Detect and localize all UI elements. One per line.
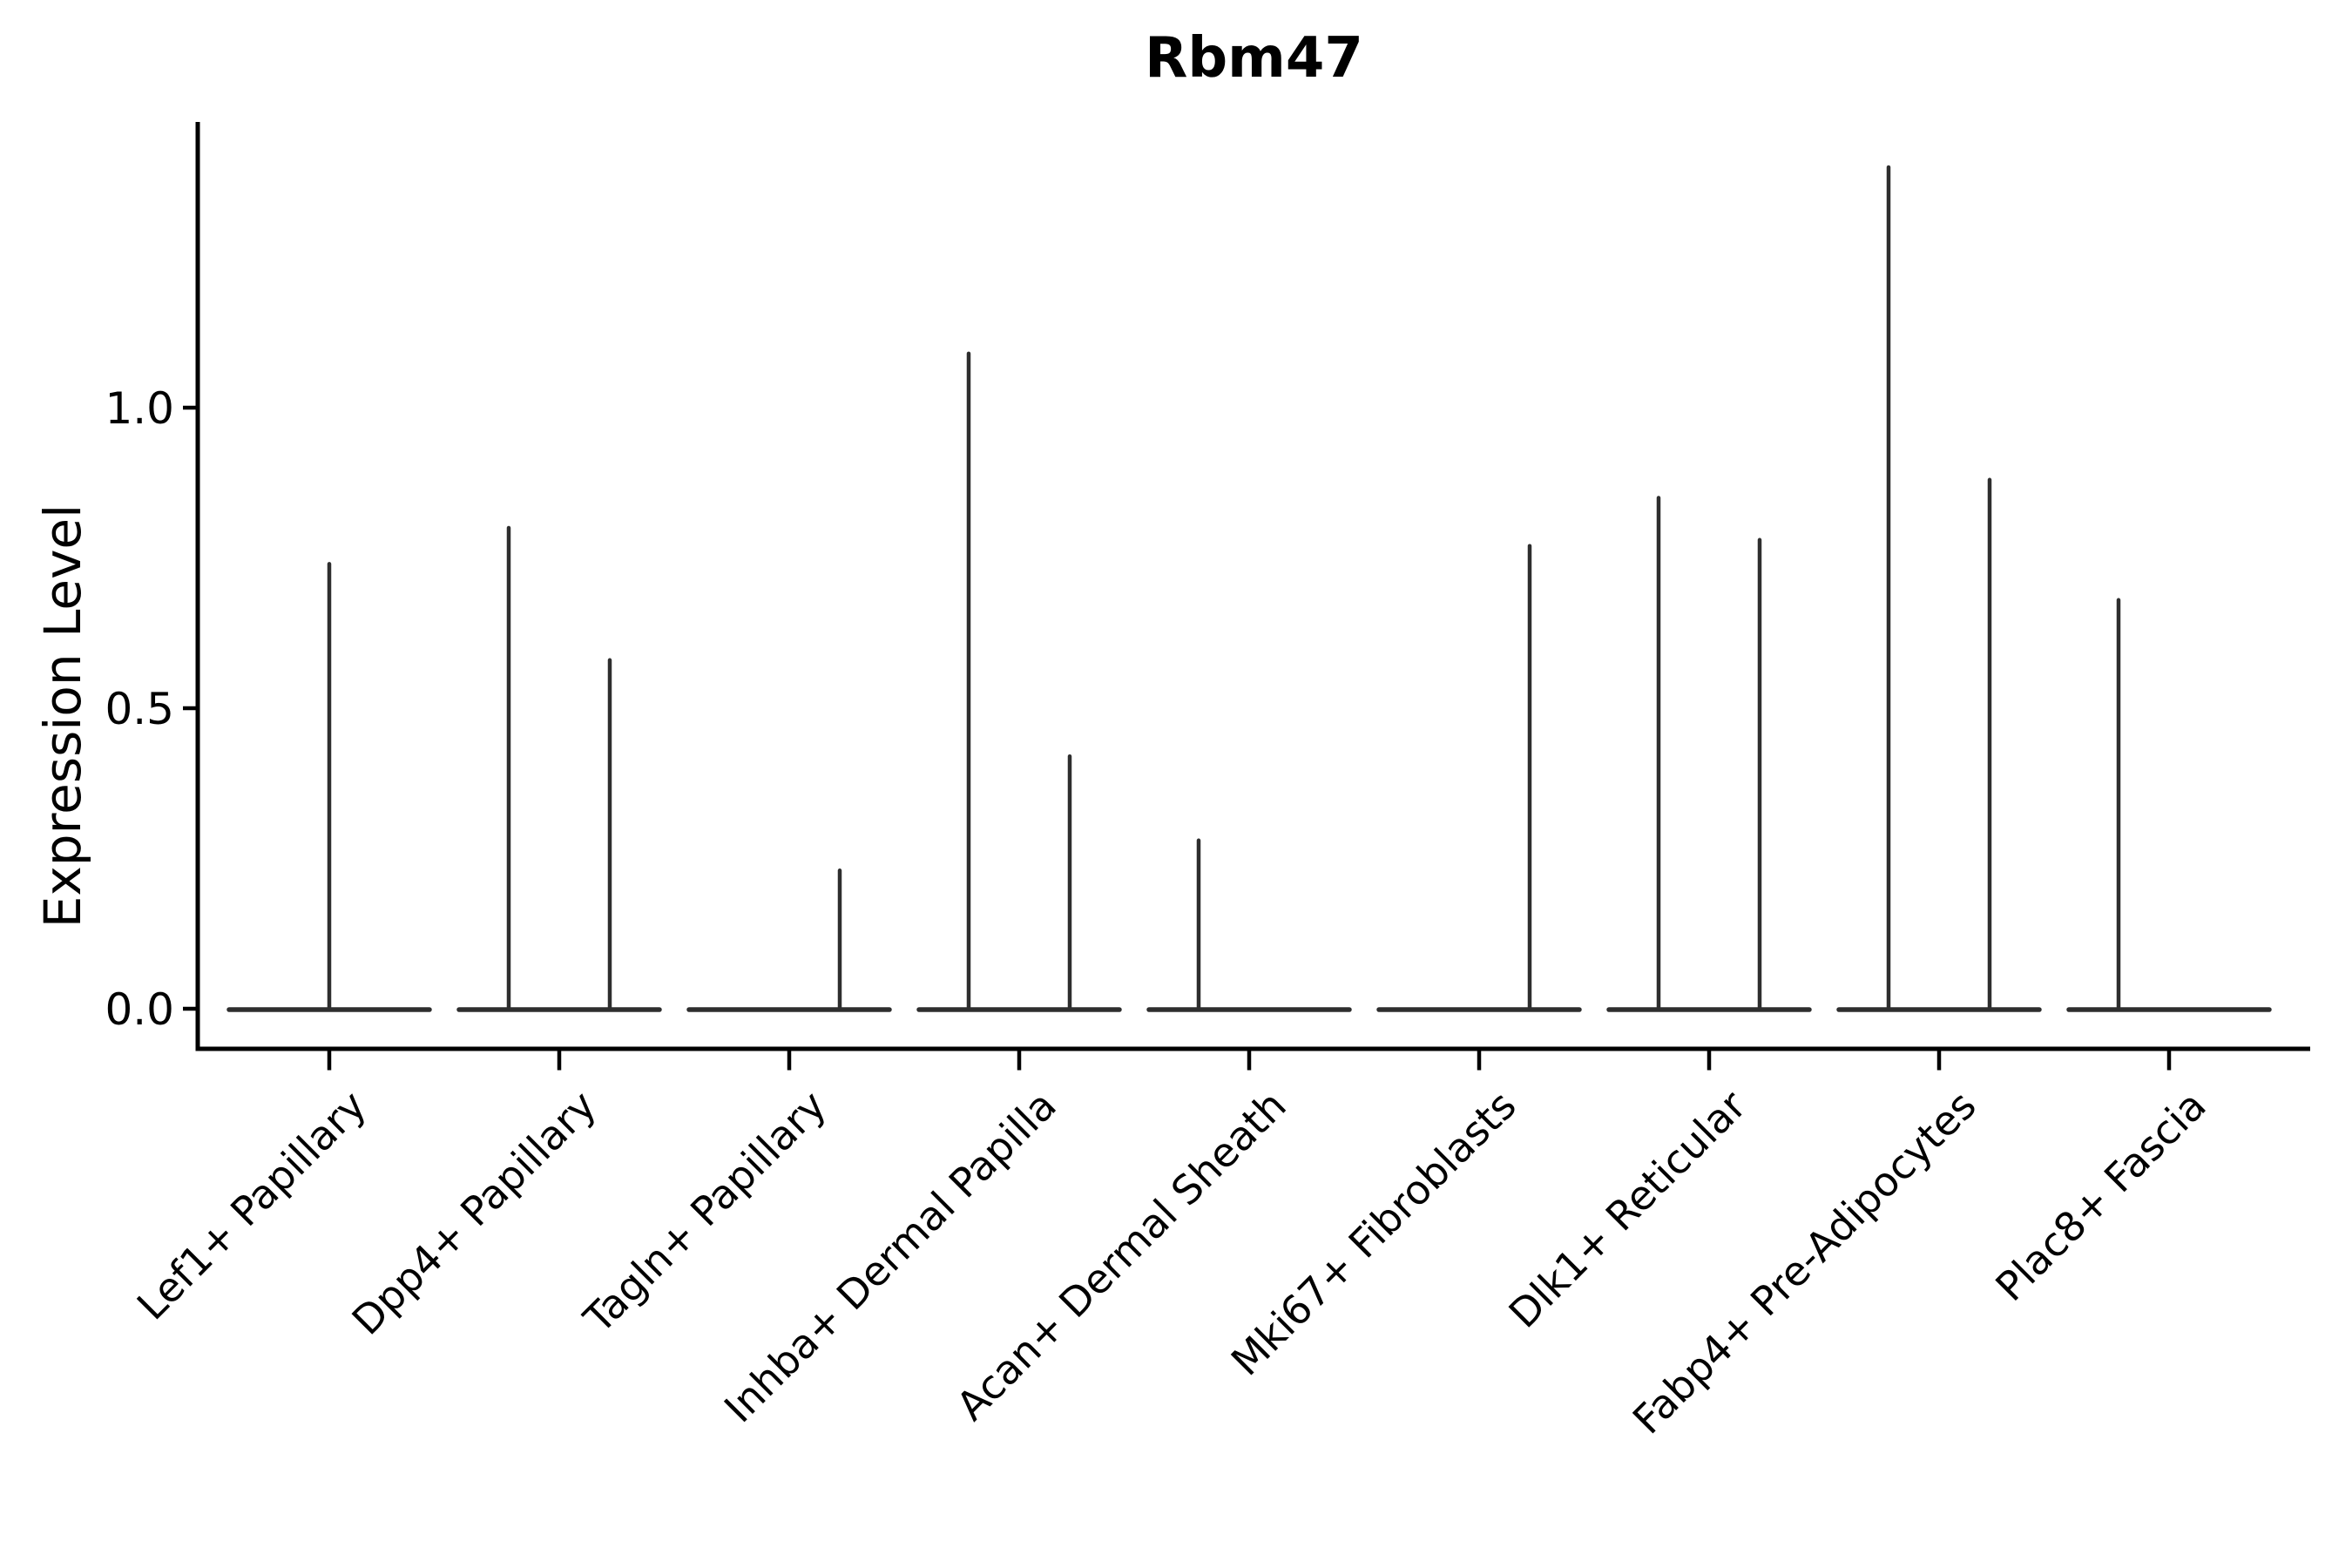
y-axis-label: Expression Level (33, 504, 92, 929)
y-tick-label: 1.0 (105, 383, 174, 434)
x-tick-label: Dlk1+ Reticular (1500, 1082, 1755, 1337)
y-tick-label: 0.0 (105, 984, 174, 1035)
y-tick-label: 0.5 (105, 684, 174, 734)
x-tick-label: Plac8+ Fascia (1986, 1082, 2214, 1310)
x-tick-label: Tagln+ Papillary (574, 1082, 835, 1343)
x-tick-label: Lef1+ Papillary (128, 1082, 375, 1329)
chart-title: Rbm47 (1145, 26, 1363, 91)
x-tick-label: Dpp4+ Papillary (343, 1082, 605, 1344)
